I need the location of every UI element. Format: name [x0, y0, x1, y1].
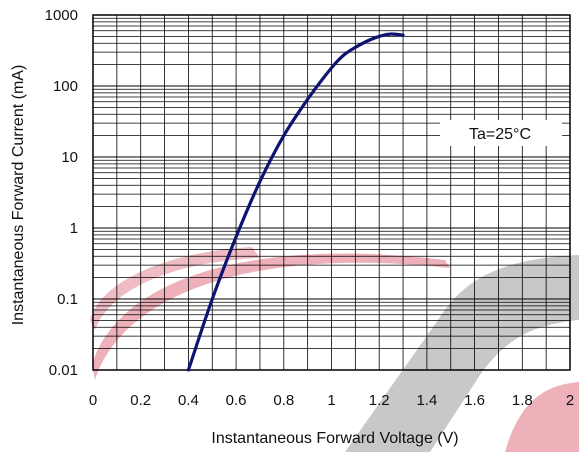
series-layer [186, 32, 405, 372]
x-tick-label: 1.8 [512, 392, 533, 409]
x-tick-label: 2 [566, 392, 574, 409]
y-axis-title: Instantaneous Forward Current (mA) [10, 65, 27, 326]
x-tick-label: 0.8 [273, 392, 294, 409]
y-tick-label: 10 [61, 149, 78, 166]
x-tick-label: 0.4 [178, 392, 199, 409]
y-tick-labels: 0.01 0.1 1 10 100 1000 [45, 7, 78, 379]
x-tick-label: 1.4 [416, 392, 437, 409]
x-axis-title: Instantaneous Forward Voltage (V) [211, 430, 458, 447]
x-tick-label: 1 [327, 392, 335, 409]
y-tick-label: 1 [70, 220, 78, 237]
x-tick-label: 1.6 [464, 392, 485, 409]
series-line [186, 32, 405, 372]
y-tick-label: 1000 [45, 7, 78, 24]
y-tick-label: 0.01 [49, 362, 78, 379]
annotation-text: Ta=25°C [469, 126, 531, 143]
annotation-box [440, 120, 562, 146]
watermark-logo [90, 247, 579, 452]
x-tick-label: 0 [89, 392, 97, 409]
x-tick-label: 0.6 [226, 392, 247, 409]
grid [92, 15, 571, 371]
x-tick-label: 1.2 [369, 392, 390, 409]
plot-frame [92, 14, 571, 371]
x-tick-label: 0.2 [130, 392, 151, 409]
y-tick-label: 100 [53, 78, 78, 95]
x-tick-labels: 0 0.2 0.4 0.6 0.8 1 1.2 1.4 1.6 1.8 2 [89, 392, 574, 409]
y-tick-label: 0.1 [57, 291, 78, 308]
